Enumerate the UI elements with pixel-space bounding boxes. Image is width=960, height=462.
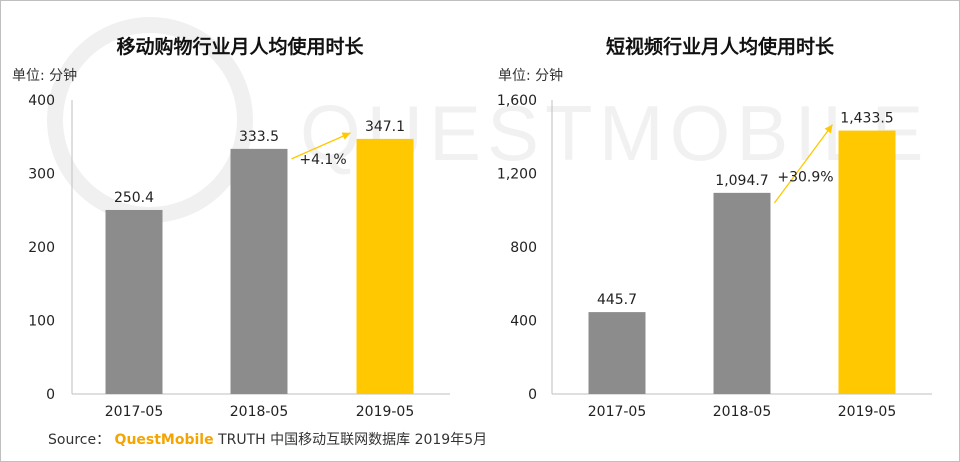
bar-2018-05: [713, 192, 771, 394]
data-label: 333.5: [239, 129, 279, 145]
y-axis-unit-label: 单位: 分钟: [498, 67, 563, 84]
data-label: 1,094.7: [715, 173, 768, 189]
source-brand: QuestMobile: [114, 432, 214, 448]
chart-title: 移动购物行业月人均使用时长: [116, 35, 364, 58]
source-label: Source：: [48, 432, 111, 448]
x-category-label: 2017-05: [588, 404, 647, 420]
growth-arrow: [773, 124, 834, 204]
source-note: Source： QuestMobile TRUTH 中国移动互联网数据库 201…: [48, 429, 487, 449]
y-tick-label: 400: [510, 314, 537, 330]
y-tick-label: 100: [28, 314, 55, 330]
x-category-label: 2018-05: [230, 404, 289, 420]
data-label: 250.4: [114, 190, 154, 206]
data-label: 445.7: [597, 292, 637, 308]
y-tick-label: 1,600: [497, 93, 537, 109]
y-axis-unit-label: 单位: 分钟: [12, 67, 77, 84]
bar-2017-05: [588, 312, 646, 394]
x-category-label: 2019-05: [838, 404, 897, 420]
y-tick-label: 200: [28, 240, 55, 256]
y-tick-label: 0: [46, 387, 55, 403]
y-tick-label: 800: [510, 240, 537, 256]
y-tick-label: 1,200: [497, 167, 537, 183]
y-tick-label: 0: [528, 387, 537, 403]
y-tick-label: 300: [28, 167, 55, 183]
bar-2019-05: [838, 130, 896, 395]
source-detail: TRUTH 中国移动互联网数据库 2019年5月: [218, 432, 488, 448]
x-category-label: 2019-05: [356, 404, 415, 420]
x-category-label: 2017-05: [105, 404, 164, 420]
growth-arrow: [291, 132, 351, 160]
data-label: 1,433.5: [840, 111, 893, 127]
bar-2018-05: [230, 148, 288, 394]
chart-title: 短视频行业月人均使用时长: [606, 35, 835, 58]
growth-label: +30.9%: [777, 170, 833, 186]
growth-arrow-head-icon: [341, 132, 351, 140]
x-category-label: 2018-05: [713, 404, 772, 420]
growth-arrow-head-icon: [824, 124, 833, 134]
y-tick-label: 400: [28, 93, 55, 109]
growth-label: +4.1%: [299, 152, 346, 168]
bar-2017-05: [105, 209, 163, 394]
data-label: 347.1: [365, 119, 405, 135]
bar-2019-05: [356, 138, 414, 394]
